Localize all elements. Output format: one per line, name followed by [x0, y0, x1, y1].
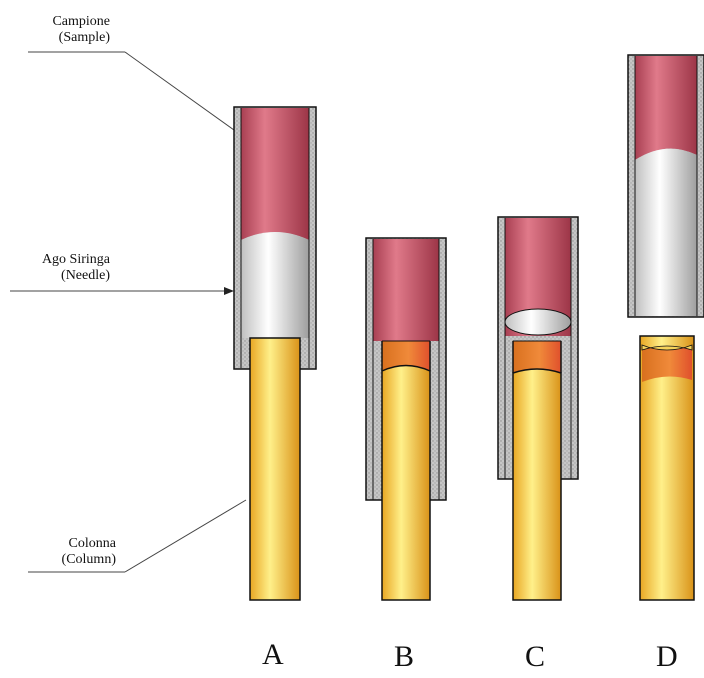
stage-a-sample [241, 108, 309, 240]
stage-b [365, 237, 447, 601]
stage-label-a: A [262, 638, 284, 671]
column-label-line2: (Column) [61, 552, 116, 567]
stage-label-c: C [525, 640, 546, 673]
sample-label-line1: Campione [52, 14, 110, 29]
sample-label: Campione (Sample) [20, 14, 110, 46]
stage-label-d: D [656, 640, 678, 673]
needle-label: Ago Siringa (Needle) [6, 252, 110, 284]
stage-a [233, 106, 317, 601]
stage-d [627, 54, 704, 601]
leader-lines [10, 51, 247, 573]
stage-a-column [249, 337, 301, 601]
stage-d-mixing-zone [642, 346, 692, 382]
stage-c-mixing-zone [513, 341, 561, 373]
sample-leader [124, 51, 235, 131]
stage-c-gas-bubble [504, 308, 572, 336]
stage-d-column [639, 335, 695, 601]
column-leader [124, 499, 247, 573]
sample-label-line2: (Sample) [58, 30, 110, 45]
needle-arrowhead [224, 287, 234, 295]
column-label-line1: Colonna [68, 536, 116, 551]
stage-b-sample [373, 239, 439, 341]
stage-a-gas-gap [241, 232, 309, 338]
stage-c [497, 216, 579, 601]
column-label: Colonna (Column) [20, 536, 116, 568]
needle-label-line1: Ago Siringa [41, 252, 110, 267]
needle-label-line2: (Needle) [61, 268, 110, 283]
stage-d-sample [635, 56, 697, 160]
stage-d-gas [635, 148, 697, 316]
stage-b-column [381, 364, 431, 601]
stage-label-b: B [394, 640, 415, 673]
stage-c-column [512, 368, 562, 601]
